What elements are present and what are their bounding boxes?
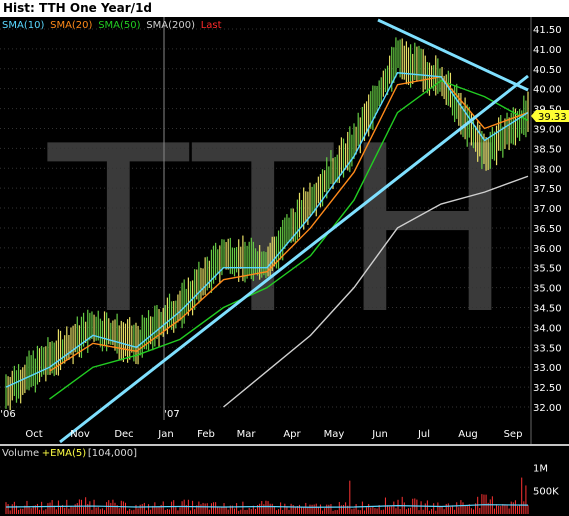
volume-axis-panel <box>531 446 569 516</box>
volume-tick-label: 500K <box>533 487 559 498</box>
last-price-tag: 39.33 <box>531 110 569 123</box>
x-tick-label: Jul <box>417 429 430 440</box>
legend-item: SMA(200) <box>146 20 195 31</box>
y-tick-label: 37.50 <box>533 184 562 195</box>
y-tick-label: 38.50 <box>533 144 562 155</box>
x-tick-label: Aug <box>458 429 478 440</box>
y-tick-label: 35.00 <box>533 284 562 295</box>
x-tick-label: Sep <box>504 429 523 440</box>
x-tick-label: Jun <box>371 429 388 440</box>
x-tick-label: May <box>324 429 345 440</box>
legend-item: SMA(50) <box>98 20 140 31</box>
legend-item: Last <box>201 20 222 31</box>
y-tick-label: 33.50 <box>533 343 562 354</box>
x-tick-label: Nov <box>70 429 90 440</box>
price-legend: SMA(10) SMA(20) SMA(50) SMA(200) Last <box>2 20 222 31</box>
sma20-line <box>49 75 529 372</box>
x-tick-label: Apr <box>283 429 301 440</box>
y-tick-label: 36.50 <box>533 224 562 235</box>
sma200-line <box>223 175 529 408</box>
support-trendline <box>59 74 529 444</box>
sma10-line <box>5 72 529 388</box>
volume-legend-item: [104,000] <box>88 448 137 459</box>
y-tick-label: 41.50 <box>533 25 562 36</box>
x-tick-label: Dec <box>114 429 133 440</box>
y-tick-label: 33.00 <box>533 363 562 374</box>
x-tick-label: '06 <box>0 409 15 420</box>
y-tick-label: 32.00 <box>533 403 562 414</box>
y-tick-label: 39.00 <box>533 124 562 135</box>
y-tick-label: 37.00 <box>533 204 562 215</box>
last-price-label: 39.33 <box>538 112 567 123</box>
sma50-line <box>49 79 529 400</box>
x-tick-label: Jan <box>157 429 173 440</box>
x-tick-label: Mar <box>237 429 257 440</box>
x-tick-label: '07 <box>164 409 179 420</box>
y-tick-label: 40.00 <box>533 85 562 96</box>
y-tick-label: 41.00 <box>533 45 562 56</box>
y-tick-label: 34.00 <box>533 323 562 334</box>
price-axis-panel <box>531 17 569 444</box>
legend-item: SMA(20) <box>50 20 92 31</box>
volume-legend-item: Volume <box>2 448 39 459</box>
title-bar: Hist: TTH One Year/1d <box>0 0 569 17</box>
volume-legend: Volume +EMA(5) [104,000] <box>2 448 137 459</box>
y-tick-label: 34.50 <box>533 304 562 315</box>
volume-legend-item: +EMA(5) <box>42 448 86 459</box>
y-tick-label: 32.50 <box>533 383 562 394</box>
volume-ema-line <box>5 504 529 508</box>
legend-item: SMA(10) <box>2 20 44 31</box>
chart-title: Hist: TTH One Year/1d <box>3 1 153 15</box>
y-tick-label: 40.50 <box>533 65 562 76</box>
y-tick-label: 38.00 <box>533 164 562 175</box>
volume-tick-label: 1M <box>533 463 548 474</box>
x-tick-label: Oct <box>25 429 42 440</box>
x-tick-label: Feb <box>197 429 215 440</box>
y-tick-label: 36.00 <box>533 244 562 255</box>
y-tick-label: 35.50 <box>533 264 562 275</box>
resistance-trendline <box>377 18 529 92</box>
